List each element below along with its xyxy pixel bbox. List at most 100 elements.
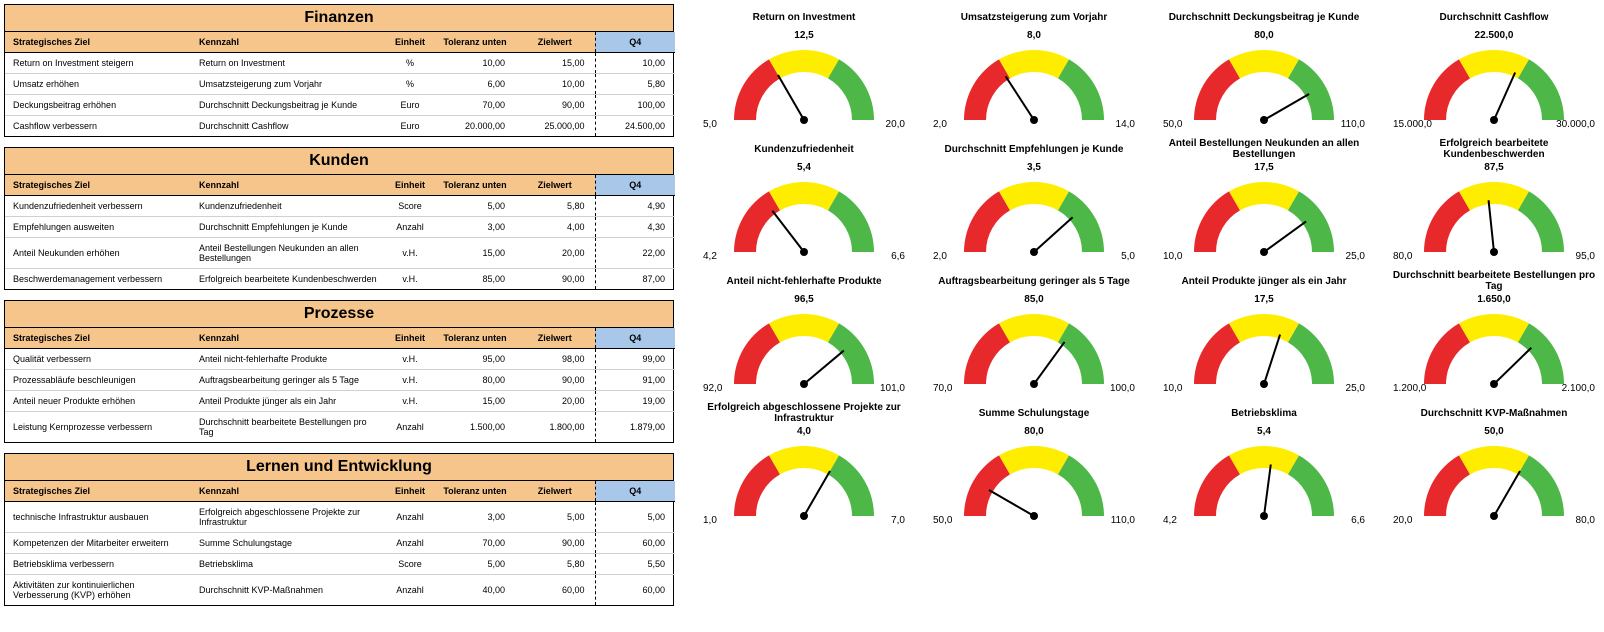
cell-unit: Anzahl — [385, 412, 435, 443]
gauge-max-label: 110,0 — [1111, 515, 1135, 526]
cell-goal: Prozessabläufe beschleunigen — [5, 370, 195, 391]
cell-goal: technische Infrastruktur ausbauen — [5, 502, 195, 533]
cell-goal: Cashflow verbessern — [5, 116, 195, 137]
cell-metric: Durchschnitt Cashflow — [195, 116, 385, 137]
cell-tol: 3,00 — [435, 217, 515, 238]
table-row[interactable]: Qualität verbessernAnteil nicht-fehlerha… — [5, 349, 675, 370]
gauge-value-label: 85,0 — [1024, 294, 1043, 305]
gauge-value-label: 17,5 — [1254, 162, 1273, 173]
cell-goal: Umsatz erhöhen — [5, 74, 195, 95]
gauge: Erfolgreich bearbeitete Kundenbeschwerde… — [1384, 136, 1604, 262]
cell-target: 1.800,00 — [515, 412, 595, 443]
gauge-title: Summe Schulungstage — [973, 400, 1096, 426]
gauge-title: Return on Investment — [747, 4, 862, 30]
gauge-value-label: 87,5 — [1484, 162, 1503, 173]
gauge-chart: 1.650,0 1.200,0 2.100,0 — [1389, 294, 1599, 394]
gauge-min-label: 70,0 — [933, 383, 952, 394]
cell-q4: 24.500,00 — [595, 116, 675, 137]
cell-metric: Anteil nicht-fehlerhafte Produkte — [195, 349, 385, 370]
gauge-max-label: 2.100,0 — [1562, 383, 1595, 394]
gauge-max-label: 25,0 — [1346, 383, 1365, 394]
gauge-chart: 4,01,07,0 — [699, 426, 909, 526]
table-row[interactable]: Deckungsbeitrag erhöhenDurchschnitt Deck… — [5, 95, 675, 116]
cell-tol: 70,00 — [435, 533, 515, 554]
col-header: Strategisches Ziel — [5, 481, 195, 502]
cell-q4: 19,00 — [595, 391, 675, 412]
cell-tol: 20.000,00 — [435, 116, 515, 137]
cell-tol: 5,00 — [435, 554, 515, 575]
cell-unit: v.H. — [385, 349, 435, 370]
col-header: Kennzahl — [195, 481, 385, 502]
cell-target: 5,80 — [515, 554, 595, 575]
cell-target: 25.000,00 — [515, 116, 595, 137]
gauge-value-label: 8,0 — [1027, 30, 1041, 41]
gauge-value-label: 12,5 — [794, 30, 813, 41]
gauge-value-label: 22.500,0 — [1475, 30, 1514, 41]
gauge-title: Anteil nicht-fehlerhafte Produkte — [720, 268, 887, 294]
cell-metric: Anteil Produkte jünger als ein Jahr — [195, 391, 385, 412]
cell-metric: Durchschnitt KVP-Maßnahmen — [195, 575, 385, 606]
table-row[interactable]: Umsatz erhöhenUmsatzsteigerung zum Vorja… — [5, 74, 675, 95]
gauge-title: Durchschnitt KVP-Maßnahmen — [1415, 400, 1574, 426]
gauge: Kundenzufriedenheit5,44,26,6 — [694, 136, 914, 262]
kpi-table: Strategisches ZielKennzahlEinheitToleran… — [5, 32, 675, 136]
gauge-title: Durchschnitt Empfehlungen je Kunde — [939, 136, 1130, 162]
gauge-max-label: 30.000,0 — [1556, 119, 1595, 130]
cell-target: 90,00 — [515, 533, 595, 554]
gauge: Erfolgreich abgeschlossene Projekte zur … — [694, 400, 914, 526]
table-row[interactable]: Anteil neuer Produkte erhöhenAnteil Prod… — [5, 391, 675, 412]
gauge-min-label: 50,0 — [933, 515, 952, 526]
gauge: Return on Investment12,55,020,0 — [694, 4, 914, 130]
table-row[interactable]: Return on Investment steigernReturn on I… — [5, 53, 675, 74]
cell-q4: 91,00 — [595, 370, 675, 391]
cell-tol: 85,00 — [435, 269, 515, 290]
gauge-max-label: 7,0 — [891, 515, 905, 526]
table-row[interactable]: Aktivitäten zur kontinuierlichen Verbess… — [5, 575, 675, 606]
cell-goal: Betriebsklima verbessern — [5, 554, 195, 575]
cell-q4: 99,00 — [595, 349, 675, 370]
gauge-value-label: 1.650,0 — [1477, 294, 1510, 305]
table-row[interactable]: Kompetenzen der Mitarbeiter erweiternSum… — [5, 533, 675, 554]
cell-tol: 15,00 — [435, 391, 515, 412]
cell-q4: 22,00 — [595, 238, 675, 269]
cell-metric: Durchschnitt Deckungsbeitrag je Kunde — [195, 95, 385, 116]
gauge: Betriebsklima5,44,26,6 — [1154, 400, 1374, 526]
cell-metric: Betriebsklima — [195, 554, 385, 575]
gauge-max-label: 110,0 — [1341, 119, 1365, 130]
cell-metric: Erfolgreich abgeschlossene Projekte zur … — [195, 502, 385, 533]
gauge-max-label: 100,0 — [1110, 383, 1135, 394]
gauge-chart: 5,44,26,6 — [699, 162, 909, 262]
gauge-title: Durchschnitt Deckungsbeitrag je Kunde — [1163, 4, 1366, 30]
gauge-min-label: 1.200,0 — [1393, 383, 1426, 394]
gauge-title: Kundenzufriedenheit — [748, 136, 859, 162]
gauge-title: Erfolgreich abgeschlossene Projekte zur … — [694, 400, 914, 426]
col-header: Einheit — [385, 328, 435, 349]
table-row[interactable]: Prozessabläufe beschleunigenAuftragsbear… — [5, 370, 675, 391]
cell-q4: 60,00 — [595, 575, 675, 606]
cell-metric: Anteil Bestellungen Neukunden an allen B… — [195, 238, 385, 269]
gauge-max-label: 101,0 — [880, 383, 905, 394]
cell-q4: 4,30 — [595, 217, 675, 238]
cell-unit: v.H. — [385, 370, 435, 391]
table-row[interactable]: Empfehlungen ausweitenDurchschnitt Empfe… — [5, 217, 675, 238]
gauge-chart: 87,580,095,0 — [1389, 162, 1599, 262]
gauge: Auftragsbearbeitung geringer als 5 Tage8… — [924, 268, 1144, 394]
cell-unit: % — [385, 74, 435, 95]
cell-target: 20,00 — [515, 238, 595, 269]
col-header: Zielwert — [515, 32, 595, 53]
gauge-min-label: 50,0 — [1163, 119, 1182, 130]
cell-q4: 87,00 — [595, 269, 675, 290]
table-row[interactable]: Cashflow verbessernDurchschnitt Cashflow… — [5, 116, 675, 137]
gauge-chart: 22.500,015.000,030.000,0 — [1389, 30, 1599, 130]
table-row[interactable]: Anteil Neukunden erhöhenAnteil Bestellun… — [5, 238, 675, 269]
gauge-chart: 50,020,080,0 — [1389, 426, 1599, 526]
col-header: Q4 — [595, 32, 675, 53]
table-row[interactable]: Kundenzufriedenheit verbessernKundenzufr… — [5, 196, 675, 217]
gauge: Durchschnitt Empfehlungen je Kunde3,52,0… — [924, 136, 1144, 262]
cell-metric: Auftragsbearbeitung geringer als 5 Tage — [195, 370, 385, 391]
table-row[interactable]: Betriebsklima verbessernBetriebsklimaSco… — [5, 554, 675, 575]
table-row[interactable]: Beschwerdemanagement verbessernErfolgrei… — [5, 269, 675, 290]
cell-tol: 5,00 — [435, 196, 515, 217]
table-row[interactable]: technische Infrastruktur ausbauenErfolgr… — [5, 502, 675, 533]
table-row[interactable]: Leistung Kernprozesse verbessernDurchsch… — [5, 412, 675, 443]
